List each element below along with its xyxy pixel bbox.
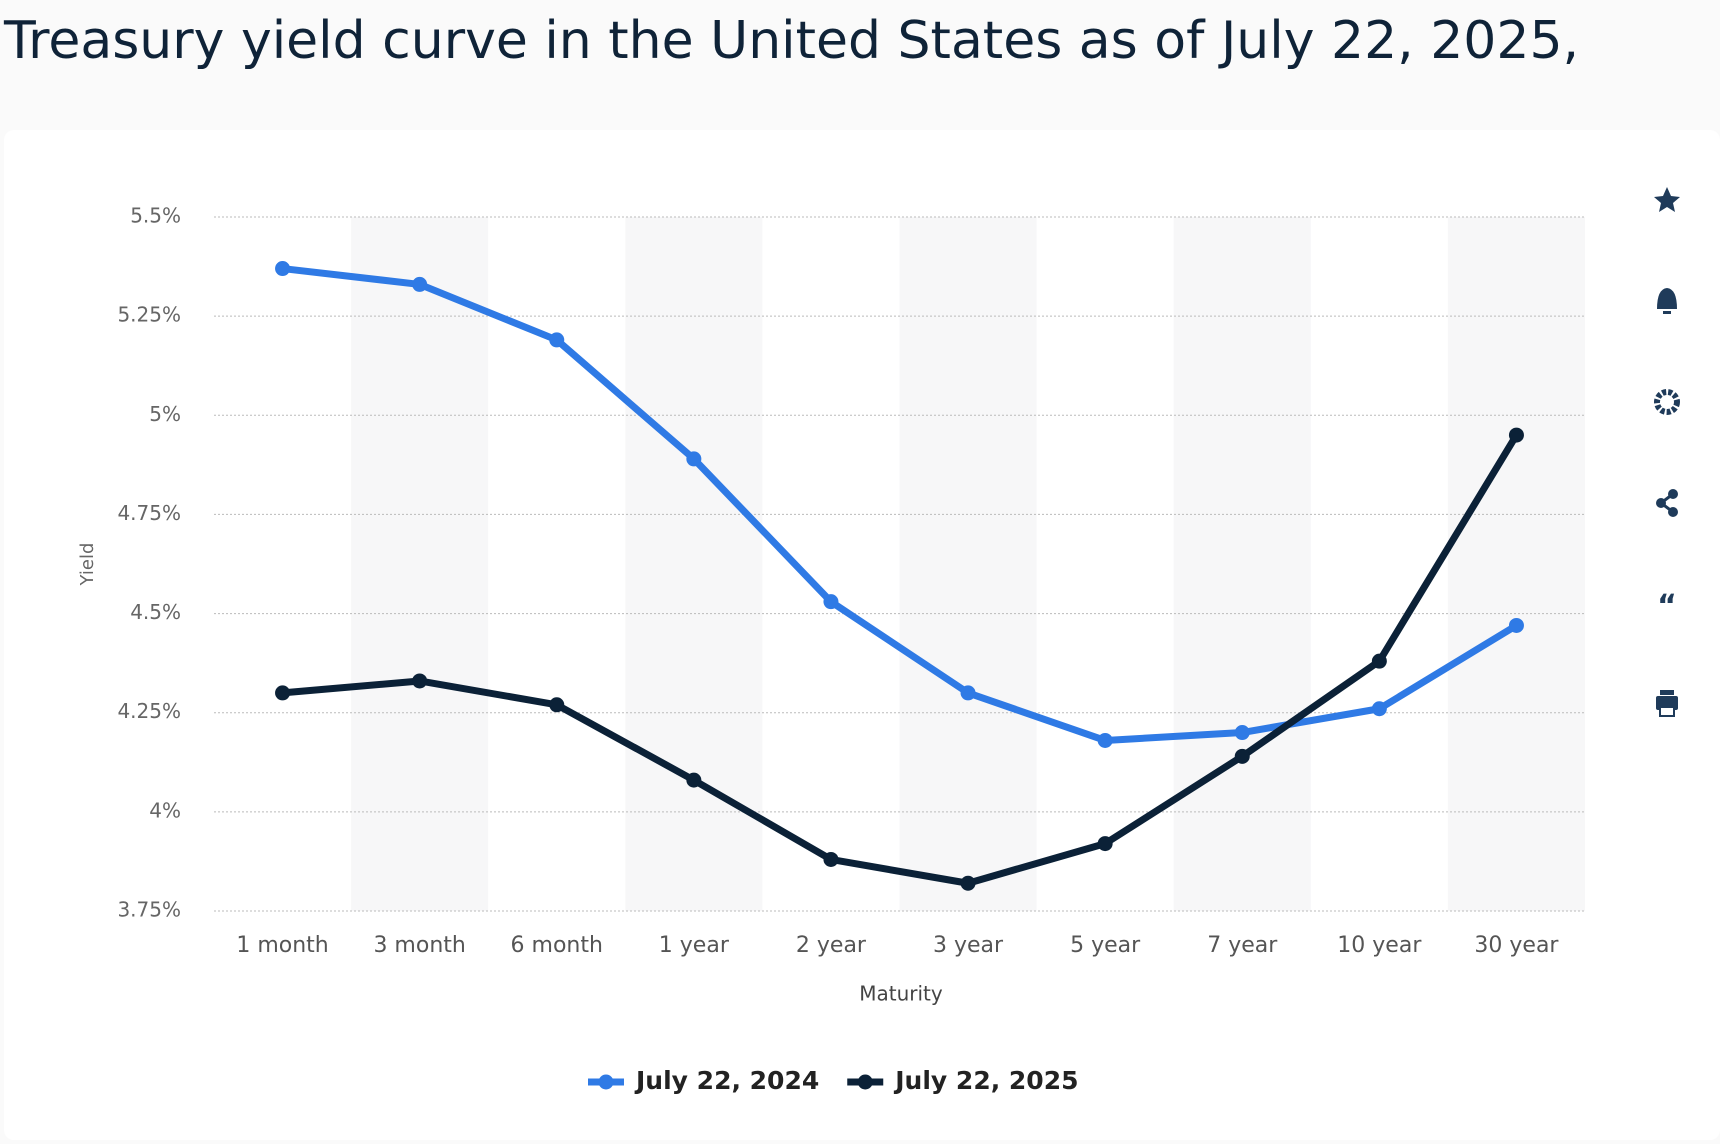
chart-title: Treasury yield curve in the United State… — [3, 11, 1579, 71]
y-tick-label: 4.5% — [130, 600, 181, 624]
data-point — [1508, 617, 1524, 633]
data-point — [686, 451, 702, 467]
x-tick-label: 7 year — [1207, 933, 1278, 958]
data-point — [1097, 836, 1113, 852]
series-line — [282, 265, 1519, 744]
y-tick-label: 5.5% — [130, 204, 181, 228]
legend-marker — [598, 1074, 614, 1090]
data-point — [960, 875, 976, 891]
data-point — [412, 673, 428, 689]
data-point — [1234, 748, 1250, 764]
data-point — [1097, 732, 1113, 748]
band — [625, 217, 763, 911]
legend-label: July 22, 2025 — [893, 1066, 1078, 1095]
y-tick-label: 3.75% — [117, 898, 181, 922]
legend-marker — [857, 1074, 873, 1090]
bell-icon — [1657, 288, 1677, 314]
data-point — [823, 851, 839, 867]
cite-button[interactable] — [1626, 562, 1708, 645]
data-point — [686, 772, 702, 788]
printer-icon — [1656, 690, 1678, 717]
x-tick-label: 6 month — [511, 933, 603, 958]
data-point — [549, 697, 565, 713]
x-tick-label: 10 year — [1337, 933, 1422, 958]
data-point — [960, 685, 976, 701]
y-tick-label: 4.25% — [117, 699, 181, 723]
quote-icon: “ — [1657, 589, 1677, 624]
toolbar-icons: “ — [1654, 187, 1680, 717]
y-tick-label: 5.25% — [117, 303, 181, 327]
data-point — [1371, 653, 1387, 669]
x-tick-label: 2 year — [796, 933, 867, 958]
band — [351, 217, 489, 911]
x-axis-label: Maturity — [859, 982, 943, 1006]
x-tick-label: 3 month — [373, 933, 465, 958]
legend-label: July 22, 2024 — [634, 1066, 819, 1095]
x-tick-label: 5 year — [1070, 933, 1141, 958]
data-point — [412, 276, 428, 292]
data-point — [1234, 725, 1250, 741]
data-point — [1508, 427, 1524, 443]
data-point — [275, 261, 291, 277]
series-line — [282, 433, 1520, 887]
band — [899, 217, 1037, 911]
settings-button[interactable] — [1626, 360, 1708, 443]
y-tick-label: 5% — [149, 402, 181, 426]
x-tick-label: 1 year — [659, 933, 730, 958]
y-tick-label: 4% — [149, 798, 181, 822]
gear-icon — [1654, 389, 1680, 415]
y-axis-label: Yield — [77, 543, 98, 587]
y-tick-label: 4.75% — [117, 501, 181, 525]
share-icon — [1656, 489, 1678, 517]
band — [1173, 217, 1311, 911]
band — [1447, 217, 1585, 911]
star-icon — [1654, 187, 1680, 212]
data-point — [823, 594, 839, 610]
x-tick-label: 3 year — [933, 933, 1004, 958]
x-tick-label: 30 year — [1474, 933, 1559, 958]
data-point — [549, 332, 565, 348]
data-point — [1371, 701, 1387, 717]
data-point — [275, 685, 291, 701]
share-button[interactable] — [1626, 461, 1708, 544]
x-tick-label: 1 month — [236, 933, 328, 958]
